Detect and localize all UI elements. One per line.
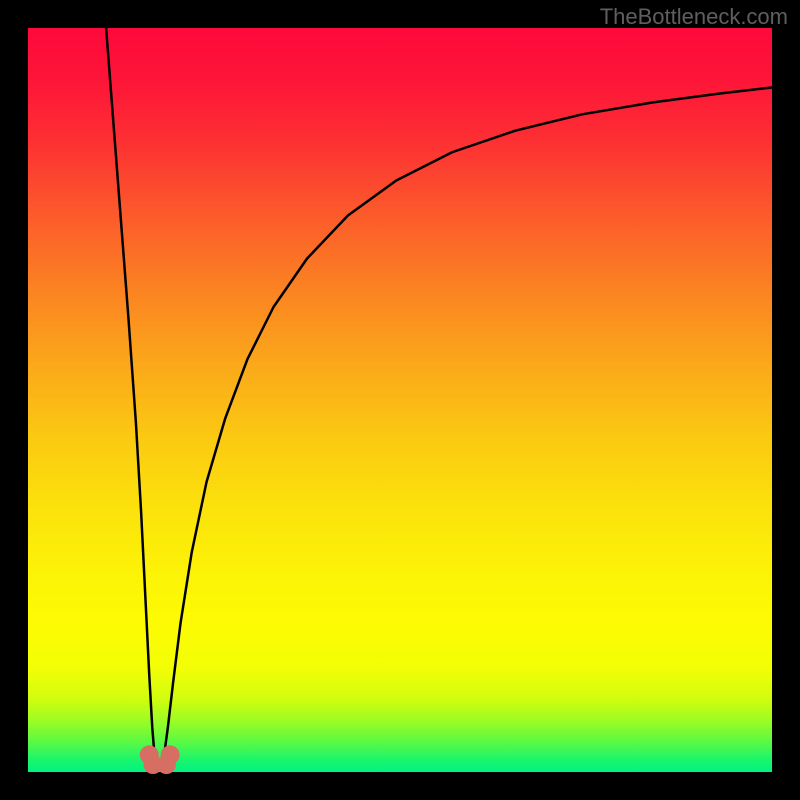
watermark-text: TheBottleneck.com: [600, 4, 788, 30]
chart-stage: TheBottleneck.com: [0, 0, 800, 800]
curve-marker: [161, 746, 179, 764]
bottleneck-curve-chart: [0, 0, 800, 800]
plot-background: [28, 28, 772, 772]
